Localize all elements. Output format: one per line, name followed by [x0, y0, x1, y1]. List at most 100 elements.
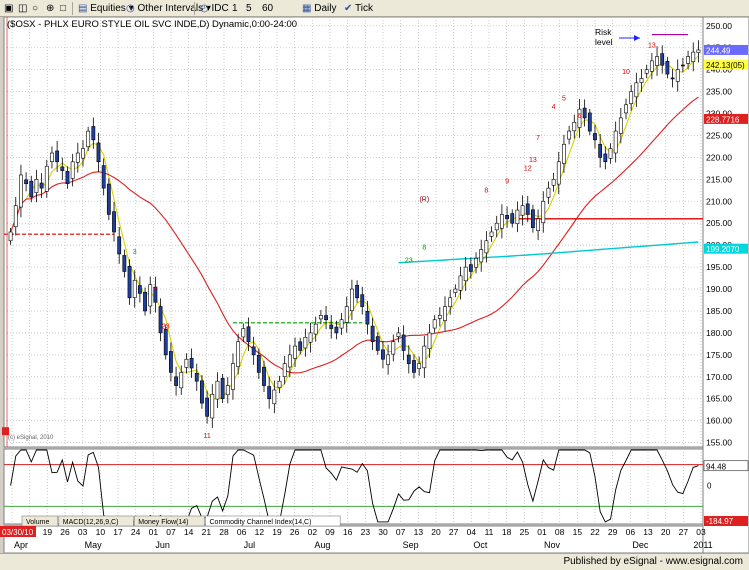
candle-down — [334, 326, 339, 334]
indicator-tab — [134, 515, 205, 527]
x-tick-label: 11 — [485, 527, 494, 537]
cci-panel — [3, 448, 704, 525]
candle-down — [406, 354, 411, 364]
toolbar-label: Equities ▾ — [90, 3, 134, 14]
y-tick-label: 250.00 — [706, 21, 732, 31]
candle-up — [282, 363, 287, 378]
candle-up — [567, 130, 572, 140]
candle-up — [34, 179, 39, 193]
candle-down — [660, 53, 665, 66]
tick-icon: ✔ — [344, 3, 355, 14]
candle-down — [24, 179, 29, 185]
candle-down — [670, 77, 675, 80]
toolbar-tool-icon[interactable]: □ — [60, 3, 67, 14]
x-tick-label: 03 — [696, 527, 706, 537]
candle-up — [277, 380, 282, 389]
price-box — [704, 113, 748, 124]
x-tick-label: 03 — [78, 527, 88, 537]
footer-bar: Published by eSignal - www.esignal.com — [0, 553, 749, 570]
month-label: 2011 — [693, 540, 712, 550]
candle-up — [396, 332, 401, 337]
candle-down — [127, 266, 132, 299]
toolbar-tool-icon[interactable]: ▣ — [4, 3, 14, 14]
risk-level-arrowhead — [634, 35, 640, 41]
candle-up — [499, 214, 504, 229]
cci-value-box — [704, 516, 748, 526]
y-tick-label: 220.00 — [706, 152, 732, 162]
candle-down — [680, 64, 685, 67]
y-tick-label: 180.00 — [706, 328, 732, 338]
watermark: (c) eSignal, 2010 — [8, 435, 54, 441]
candle-up — [318, 315, 323, 320]
setup-count-label: 7 — [536, 135, 540, 142]
month-label: Aug — [314, 540, 330, 550]
month-label: Dec — [632, 540, 649, 550]
candle-up — [308, 332, 313, 343]
reversal-label: (R) — [419, 196, 429, 203]
candle-up — [241, 328, 246, 338]
toolbar-label: Other Intervals ▾ — [137, 3, 211, 14]
toolbar-1-button[interactable]: 1 — [232, 2, 238, 15]
candle-down — [29, 180, 34, 198]
x-tick-label: 19 — [272, 527, 282, 537]
x-tick-label: 13 — [643, 527, 653, 537]
candle-up — [691, 51, 696, 62]
y-tick-label: 195.00 — [706, 262, 732, 272]
candle-up — [536, 218, 540, 231]
candle-down — [205, 397, 210, 417]
candle-up — [655, 56, 659, 66]
x-tick-label: 27 — [679, 527, 689, 537]
toolbar-tool-icon[interactable]: ⊕ — [46, 3, 55, 14]
candle-down — [505, 215, 509, 220]
candle-up — [613, 130, 618, 154]
x-tick-label: 07 — [166, 527, 176, 537]
month-label: Sep — [403, 540, 419, 550]
candle-up — [148, 284, 153, 307]
x-tick-label: 29 — [608, 527, 618, 537]
candle-up — [13, 205, 18, 228]
candle-up — [417, 363, 422, 369]
candle-down — [39, 182, 44, 189]
candle-up — [572, 122, 577, 132]
candle-up — [556, 161, 561, 185]
risk-level-label: Risk — [595, 27, 612, 37]
footer-text: Published by eSignal - www.esignal.com — [563, 556, 743, 567]
candle-down — [510, 213, 515, 224]
price-panel — [3, 17, 704, 448]
y-tick-label: 235.00 — [706, 87, 732, 97]
x-tick-label: 30 — [378, 527, 388, 537]
toolbar-label: 5 — [246, 3, 252, 14]
toolbar-label: IDC — [211, 3, 229, 14]
candle-down — [163, 329, 168, 356]
toolbar-tool-icon[interactable]: ○ — [32, 3, 39, 14]
toolbar-tick-button[interactable]: ✔ Tick — [344, 2, 373, 15]
toolbar-other-intervals-button[interactable]: ◷ Other Intervals ▾ — [126, 2, 211, 15]
candle-up — [8, 231, 13, 242]
candle-down — [603, 153, 608, 163]
toolbar-60-button[interactable]: 60 — [262, 2, 273, 15]
candle-down — [55, 150, 60, 163]
toolbar-daily-button[interactable]: ▦ Daily — [302, 2, 336, 15]
toolbar-idc-button[interactable]: ◴ IDC — [200, 2, 229, 15]
candle-up — [634, 82, 639, 98]
toolbar-5-button[interactable]: 5 — [246, 2, 252, 15]
candle-up — [624, 104, 628, 114]
y-tick-label: 230.00 — [706, 109, 732, 119]
toolbar-equities-button[interactable]: ▤ Equities ▾ — [78, 2, 134, 15]
y-tick-label: 190.00 — [706, 284, 732, 294]
candle-up — [649, 60, 654, 72]
price-box — [704, 243, 748, 254]
price-box-label: 228.7716 — [706, 115, 740, 124]
candle-up — [515, 209, 520, 225]
toolbar-tool-icon[interactable]: ◫ — [18, 3, 28, 14]
price-box — [704, 59, 748, 70]
x-tick-label: 04 — [467, 527, 477, 537]
candle-down — [531, 209, 535, 228]
calendar-icon: ▦ — [302, 3, 315, 14]
toolbar-label: Daily — [314, 3, 337, 14]
y-tick-label: 225.00 — [706, 130, 732, 140]
month-label: Jul — [244, 540, 256, 550]
price-box-label: 242.13(05) — [706, 61, 745, 70]
candle-up — [422, 345, 427, 369]
candle-up — [562, 143, 566, 164]
